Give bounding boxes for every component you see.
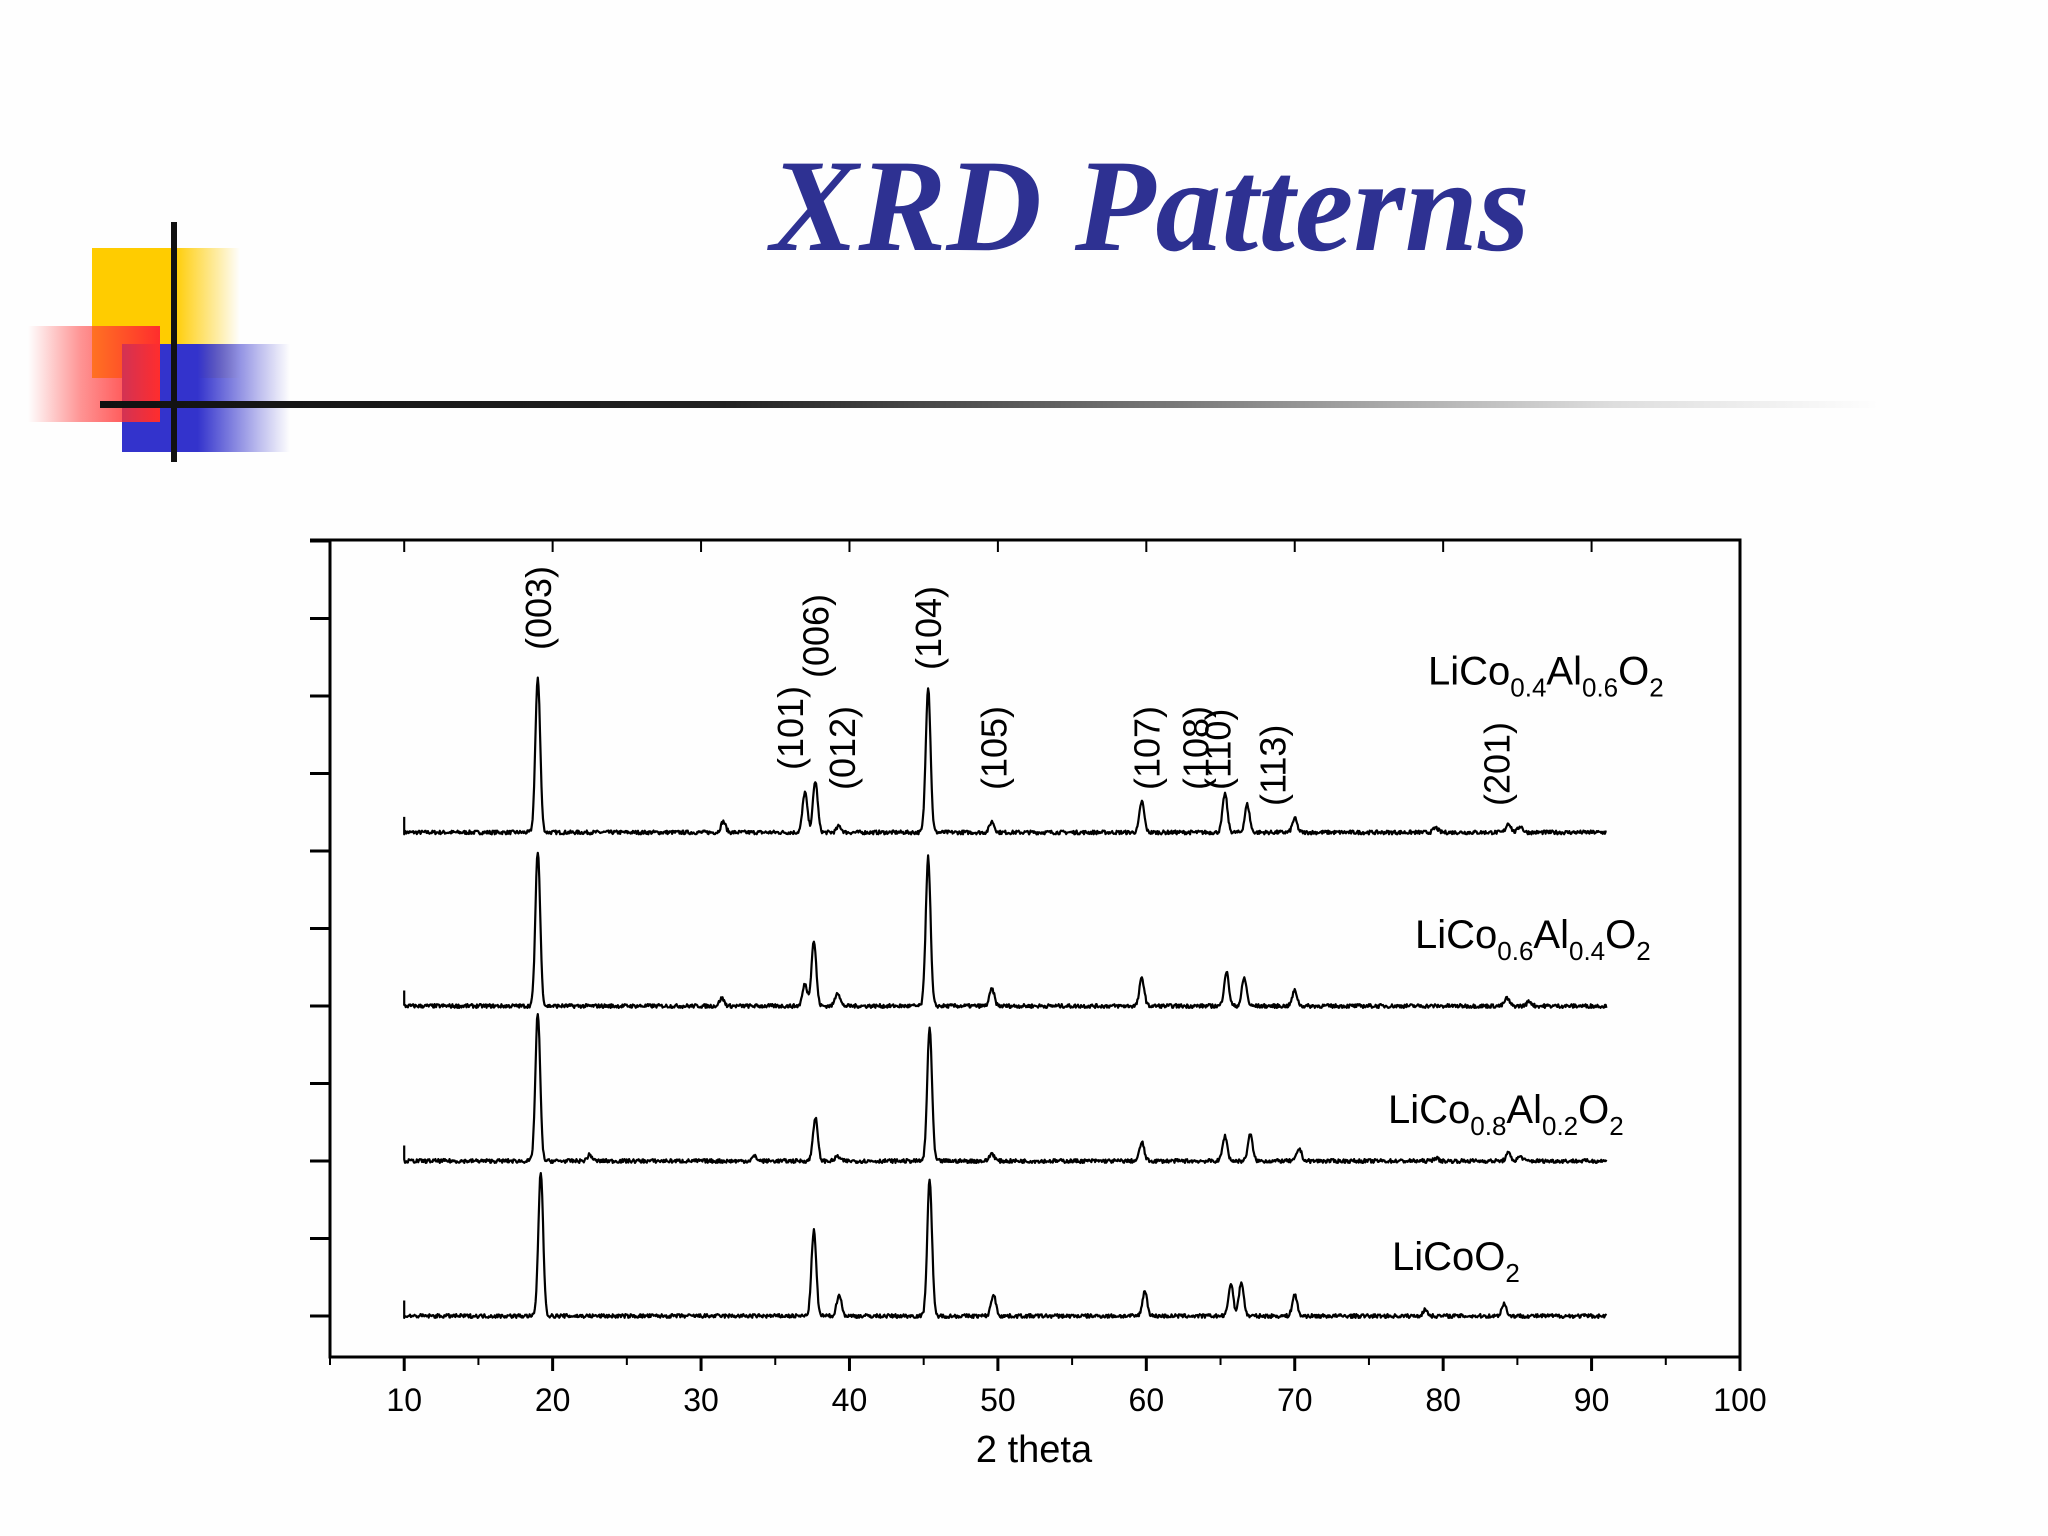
series-label-subscript: 2 bbox=[1649, 672, 1663, 702]
chart-traces bbox=[403, 676, 1608, 1319]
decorative-horizontal-rule bbox=[100, 401, 1880, 408]
x-tick-label: 10 bbox=[386, 1382, 422, 1418]
x-tick-label: 60 bbox=[1129, 1382, 1165, 1418]
x-tick-label: 40 bbox=[832, 1382, 868, 1418]
peak-annotation: (104) bbox=[908, 586, 949, 670]
series-line bbox=[403, 1013, 1608, 1164]
chart-axes: 10 20 30 40 50 60 70 80 90 100 bbox=[310, 538, 1767, 1418]
series-label-text: O bbox=[1605, 913, 1636, 957]
series-label-text: Al bbox=[1506, 1088, 1542, 1132]
x-tick-label: 80 bbox=[1425, 1382, 1461, 1418]
slide-title: XRD Patterns bbox=[770, 132, 1530, 279]
series-line bbox=[403, 676, 1607, 836]
peak-annotation: (110) bbox=[1198, 709, 1239, 790]
peak-annotation: (107) bbox=[1126, 706, 1167, 790]
series-label-subscript: 2 bbox=[1505, 1258, 1519, 1288]
series-label-subscript: 0.2 bbox=[1542, 1111, 1578, 1141]
series-label-text: LiCo bbox=[1388, 1088, 1470, 1132]
series-label-subscript: 2 bbox=[1609, 1111, 1623, 1141]
x-tick-label: 100 bbox=[1713, 1382, 1766, 1418]
x-tick-label: 30 bbox=[683, 1382, 719, 1418]
series-label-text: LiCoO bbox=[1392, 1235, 1505, 1279]
peak-annotation: (105) bbox=[973, 706, 1014, 790]
peak-annotation: (201) bbox=[1477, 722, 1518, 806]
series-label-text: Al bbox=[1533, 913, 1569, 957]
series-label-text: O bbox=[1578, 1088, 1609, 1132]
series-label: LiCo0.8Al0.2O2 bbox=[1388, 1088, 1624, 1141]
series-label-text: LiCo bbox=[1428, 649, 1510, 693]
series-label: LiCoO2 bbox=[1392, 1235, 1520, 1288]
series-label-subscript: 0.8 bbox=[1470, 1111, 1506, 1141]
series-label-subscript: 0.4 bbox=[1510, 672, 1546, 702]
x-tick-label: 50 bbox=[980, 1382, 1016, 1418]
chart-annotations: (003) (101) (006) (012) (104) (105) (107) (108)… bbox=[518, 566, 1518, 806]
peak-annotation: (108) bbox=[1175, 706, 1216, 790]
peak-annotation: (101) bbox=[770, 686, 811, 770]
series-line bbox=[403, 851, 1608, 1009]
series-label: LiCo0.6Al0.4O2 bbox=[1415, 913, 1651, 966]
series-label-text: Al bbox=[1546, 649, 1582, 693]
series-label-subscript: 0.4 bbox=[1569, 936, 1605, 966]
series-label-text: LiCo bbox=[1415, 913, 1497, 957]
plot-frame bbox=[328, 538, 1742, 1359]
series-label-subscript: 0.6 bbox=[1497, 936, 1533, 966]
peak-annotation: (003) bbox=[518, 566, 559, 650]
series-label-text: O bbox=[1618, 649, 1649, 693]
x-tick-label: 20 bbox=[535, 1382, 571, 1418]
series-label-subscript: 2 bbox=[1636, 936, 1650, 966]
series-label-subscript: 0.6 bbox=[1582, 672, 1618, 702]
x-axis-label: 2 theta bbox=[976, 1429, 1093, 1471]
peak-annotation: (113) bbox=[1253, 725, 1294, 806]
x-tick-label: 90 bbox=[1574, 1382, 1610, 1418]
series-line bbox=[403, 1172, 1608, 1319]
series-label: LiCo0.4Al0.6O2 bbox=[1428, 649, 1664, 702]
chart-labels: LiCo0.4Al0.6O2LiCo0.6Al0.4O2LiCo0.8Al0.2… bbox=[1388, 649, 1664, 1288]
peak-annotation: (012) bbox=[822, 706, 863, 790]
peak-annotation: (006) bbox=[795, 594, 836, 678]
x-tick-label: 70 bbox=[1277, 1382, 1313, 1418]
decorative-vertical-rule bbox=[171, 222, 177, 462]
